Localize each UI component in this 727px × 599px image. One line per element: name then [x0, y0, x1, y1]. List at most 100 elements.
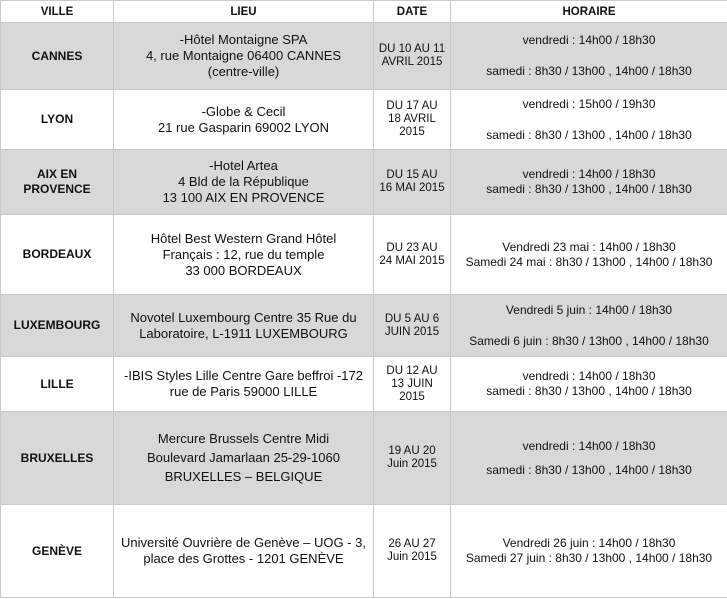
lieu-cell: -Hotel Artea 4 Bld de la République 13 100… [113, 149, 374, 215]
date-line: AVRIL 2015 [381, 56, 443, 68]
lines: DU 23 AU 24 MAI 2015 [376, 242, 448, 268]
horaire-line: Samedi 6 juin : 8h30 / 13h00 , 14h00 / 1… [469, 333, 709, 348]
horaire-cell: Vendredi 5 juin : 14h00 / 18h30 Samedi 6 … [450, 294, 727, 357]
horaire-line: vendredi : 14h00 / 18h30 [522, 33, 656, 47]
lieu-line: 4 Bld de la République [178, 174, 309, 189]
date-line: DU 10 AU 11 [378, 43, 446, 55]
date-line: 24 MAI 2015 [379, 254, 445, 267]
lieu-cell: Novotel Luxembourg Centre 35 Rue du Labor… [113, 294, 374, 357]
date-line: DU 17 AU [386, 100, 438, 112]
lieu-cell: Hôtel Best Western Grand Hôtel Français :… [113, 214, 374, 295]
horaire-line: Vendredi 5 juin : 14h00 / 18h30 [505, 302, 673, 317]
lines: vendredi : 15h00 / 19h30 samedi : 8h30 / … [453, 97, 725, 143]
row: GENÈVE Université Ouvrière de Genève – UO… [0, 504, 727, 598]
city: LYON [0, 89, 114, 150]
lieu-line: (centre-ville) [207, 64, 280, 79]
lines: -IBIS Styles Lille Centre Gare beffroi -… [116, 368, 371, 400]
lines: vendredi : 14h00 / 18h30 samedi : 8h30 / … [453, 369, 725, 399]
column-header: DATE [373, 0, 451, 23]
date-line: 18 AVRIL [388, 113, 436, 125]
horaire-cell: vendredi : 14h00 / 18h30 samedi : 8h30 / … [450, 411, 727, 505]
lieu-line: Hôtel Best Western Grand Hôtel [150, 230, 337, 246]
date-line: Juin 2015 [387, 551, 437, 563]
horaire-line: samedi : 8h30 / 13h00 , 14h00 / 18h30 [486, 127, 692, 142]
lines: Hôtel Best Western Grand Hôtel Français :… [116, 231, 371, 279]
horaire-line: samedi : 8h30 / 13h00 , 14h00 / 18h30 [486, 64, 692, 78]
horaire-cell: Vendredi 23 mai : 14h00 / 18h30 Samedi 24… [450, 214, 727, 295]
row: BRUXELLES Mercure Brussels Centre Midi Bou… [0, 411, 727, 505]
lines: -Globe & Cecil 21 rue Gasparin 69002 LYON [116, 104, 371, 136]
lines: 19 AU 20 Juin 2015 [376, 445, 448, 471]
lieu-line: BRUXELLES – BELGIQUE [164, 469, 323, 484]
lieu-line: 21 rue Gasparin 69002 LYON [157, 119, 330, 135]
lines: vendredi : 14h00 / 18h30 samedi : 8h30 / … [453, 33, 725, 79]
lines: -Hotel Artea 4 Bld de la République 13 100… [116, 158, 371, 206]
horaire-cell: vendredi : 14h00 / 18h30 samedi : 8h30 / … [450, 149, 727, 215]
horaire-line: Vendredi 26 juin : 14h00 / 18h30 [502, 536, 676, 550]
date-line: 13 JUIN [391, 377, 433, 390]
lieu-line: Laboratoire, L-1911 LUXEMBOURG [139, 325, 348, 341]
lieu-line: 33 000 BORDEAUX [185, 262, 302, 278]
lines: Université Ouvrière de Genève – UOG - 3,… [116, 535, 371, 567]
date-line: 19 AU 20 [388, 445, 436, 457]
horaire-line: Samedi 24 mai : 8h30 / 13h00 , 14h00 / 1… [465, 254, 713, 269]
lieu-line: -Hotel Artea [209, 158, 278, 173]
city: AIX EN PROVENCE [0, 149, 114, 215]
date-cell: DU 23 AU 24 MAI 2015 [373, 214, 451, 295]
lines: Vendredi 23 mai : 14h00 / 18h30 Samedi 24… [453, 240, 725, 270]
lieu-line: -IBIS Styles Lille Centre Gare beffroi -… [124, 368, 363, 383]
lieu-line: rue de Paris 59000 LILLE [169, 384, 318, 399]
row: LYON -Globe & Cecil 21 rue Gasparin 69002 … [0, 89, 727, 150]
city: LUXEMBOURG [0, 294, 114, 357]
column-header: HORAIRE [450, 0, 727, 23]
row: CANNES -Hôtel Montaigne SPA 4, rue Montaig… [0, 22, 727, 90]
horaire-cell: vendredi : 14h00 / 18h30 samedi : 8h30 / … [450, 356, 727, 412]
lines: DU 12 AU 13 JUIN 2015 [376, 365, 448, 404]
date-cell: DU 12 AU 13 JUIN 2015 [373, 356, 451, 412]
horaire-cell: vendredi : 14h00 / 18h30 samedi : 8h30 / … [450, 22, 727, 90]
date-line: DU 5 AU 6 [384, 312, 440, 325]
lines: vendredi : 14h00 / 18h30 samedi : 8h30 / … [453, 439, 725, 478]
lieu-cell: Université Ouvrière de Genève – UOG - 3,… [113, 504, 374, 598]
date-cell: DU 15 AU 16 MAI 2015 [373, 149, 451, 215]
horaire-line: vendredi : 14h00 / 18h30 [522, 369, 656, 383]
horaire-line: vendredi : 14h00 / 18h30 [522, 167, 656, 181]
horaire-cell: vendredi : 15h00 / 19h30 samedi : 8h30 / … [450, 89, 727, 150]
lines: DU 10 AU 11 AVRIL 2015 [376, 43, 448, 69]
column-header: VILLE [0, 0, 114, 23]
row: LILLE -IBIS Styles Lille Centre Gare beff… [0, 356, 727, 412]
horaire-cell: Vendredi 26 juin : 14h00 / 18h30 Samedi 2… [450, 504, 727, 598]
lines: Vendredi 26 juin : 14h00 / 18h30 Samedi 2… [453, 536, 725, 566]
date-line: DU 12 AU [386, 364, 438, 377]
lieu-line: Novotel Luxembourg Centre 35 Rue du [130, 309, 357, 325]
lines: vendredi : 14h00 / 18h30 samedi : 8h30 / … [453, 167, 725, 197]
lieu-cell: -Globe & Cecil 21 rue Gasparin 69002 LYON [113, 89, 374, 150]
lines: -Hôtel Montaigne SPA 4, rue Montaigne 064… [116, 32, 371, 80]
lieu-line: -Hôtel Montaigne SPA [179, 32, 308, 47]
horaire-line: Samedi 27 juin : 8h30 / 13h00 , 14h00 / … [465, 551, 713, 565]
lieu-line: place des Grottes - 1201 GENÈVE [143, 551, 344, 566]
date-line: 2015 [399, 126, 425, 138]
date-line: Juin 2015 [387, 458, 437, 470]
lines: Vendredi 5 juin : 14h00 / 18h30 Samedi 6 … [453, 303, 725, 349]
column-header: LIEU [113, 0, 374, 23]
lines: 26 AU 27 Juin 2015 [376, 538, 448, 564]
horaire-line: samedi : 8h30 / 13h00 , 14h00 / 18h30 [486, 182, 692, 196]
lieu-line: Boulevard Jamarlaan 25-29-1060 [147, 450, 340, 465]
row: AIX EN PROVENCE -Hotel Artea 4 Bld de la R… [0, 149, 727, 215]
lines: DU 5 AU 6 JUIN 2015 [376, 313, 448, 339]
horaire-line: samedi : 8h30 / 13h00 , 14h00 / 18h30 [486, 462, 692, 477]
date-cell: 26 AU 27 Juin 2015 [373, 504, 451, 598]
date-cell: DU 5 AU 6 JUIN 2015 [373, 294, 451, 357]
lines: Mercure Brussels Centre Midi Boulevard Ja… [116, 431, 371, 485]
lines: DU 17 AU 18 AVRIL 2015 [376, 100, 448, 139]
city: BRUXELLES [0, 411, 114, 505]
lieu-line: Français : 12, rue du temple [162, 246, 325, 262]
lieu-cell: Mercure Brussels Centre Midi Boulevard Ja… [113, 411, 374, 505]
lieu-line: 4, rue Montaigne 06400 CANNES [145, 48, 342, 63]
date-line: DU 23 AU [386, 241, 438, 254]
row: BORDEAUX Hôtel Best Western Grand Hôtel Fr… [0, 214, 727, 295]
lieu-line: -Globe & Cecil [201, 103, 286, 119]
